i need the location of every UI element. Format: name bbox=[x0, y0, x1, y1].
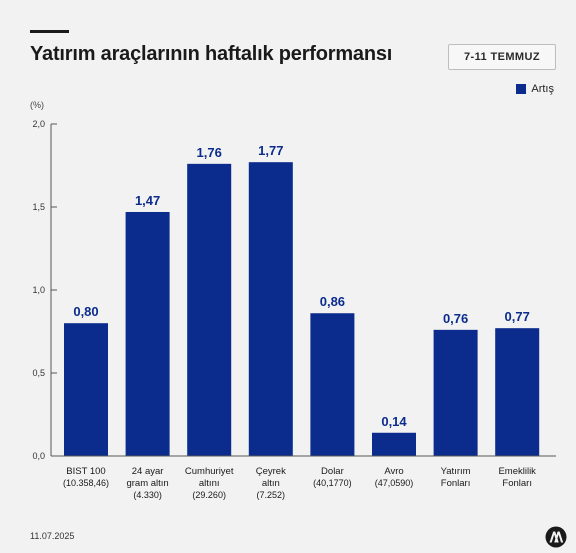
bar bbox=[125, 211, 170, 456]
footer-date: 11.07.2025 bbox=[30, 531, 75, 541]
x-category-label: BIST 100 bbox=[66, 466, 105, 477]
y-tick-label: 0,0 bbox=[32, 451, 45, 461]
bar-value-label: 0,76 bbox=[443, 311, 468, 326]
legend-swatch bbox=[516, 84, 527, 94]
x-category-label: Yatırım bbox=[441, 466, 471, 477]
header-rule bbox=[30, 30, 69, 33]
bar-value-label: 1,47 bbox=[135, 193, 160, 208]
bar-value-label: 0,14 bbox=[381, 414, 407, 429]
x-category-label: 24 ayar bbox=[132, 466, 164, 477]
x-category-label: Çeyrek bbox=[256, 466, 286, 477]
bar bbox=[64, 323, 108, 456]
y-unit-label: (%) bbox=[30, 100, 44, 110]
bar bbox=[372, 432, 416, 456]
bar bbox=[495, 328, 540, 456]
x-category-price: (7.252) bbox=[257, 490, 286, 500]
y-tick-label: 1,5 bbox=[32, 202, 45, 212]
bar bbox=[248, 162, 293, 456]
x-category-label: Dolar bbox=[321, 466, 344, 477]
legend: Artış bbox=[516, 83, 554, 95]
bar-value-label: 0,80 bbox=[73, 304, 98, 319]
x-category-label: Emeklilik bbox=[498, 466, 536, 477]
bar-value-label: 0,86 bbox=[320, 294, 345, 309]
x-category-label: altını bbox=[199, 478, 220, 489]
bar bbox=[310, 313, 355, 456]
bar bbox=[433, 329, 478, 456]
y-tick-label: 1,0 bbox=[32, 285, 45, 295]
bar bbox=[187, 163, 232, 456]
bar-value-label: 1,76 bbox=[197, 145, 222, 160]
x-category-price: (4.330) bbox=[133, 490, 162, 500]
chart-title: Yatırım araçlarının haftalık performansı bbox=[30, 43, 393, 65]
x-category-label: Fonları bbox=[502, 478, 532, 489]
x-category-label: Fonları bbox=[441, 478, 471, 489]
x-category-label: Cumhuriyet bbox=[185, 466, 234, 477]
x-category-price: (40,1770) bbox=[313, 478, 352, 488]
bar-value-label: 1,77 bbox=[258, 143, 283, 158]
x-category-label: altın bbox=[262, 478, 280, 489]
y-tick-label: 2,0 bbox=[32, 119, 45, 129]
y-tick-label: 0,5 bbox=[32, 368, 45, 378]
x-category-label: gram altın bbox=[126, 478, 168, 489]
date-range-badge: 7-11 TEMMUZ bbox=[448, 44, 556, 70]
bar-value-label: 0,77 bbox=[505, 309, 530, 324]
x-category-label: Avro bbox=[384, 466, 403, 477]
x-category-price: (29.260) bbox=[192, 490, 226, 500]
x-category-price: (10.358,46) bbox=[63, 478, 109, 488]
x-category-price: (47,0590) bbox=[375, 478, 414, 488]
legend-label: Artış bbox=[531, 83, 554, 95]
aa-logo-icon bbox=[545, 526, 567, 548]
